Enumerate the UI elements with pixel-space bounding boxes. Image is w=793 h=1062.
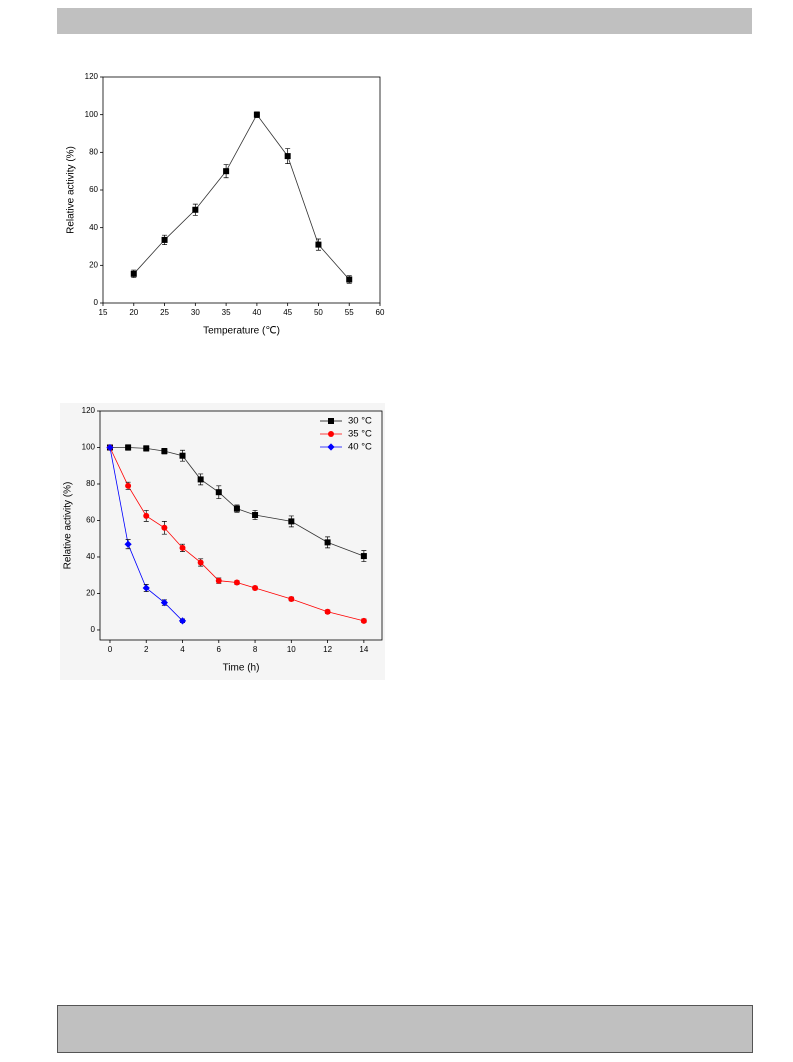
marker <box>178 617 187 625</box>
plot-frame <box>99 410 383 641</box>
x-tick-label: 35 <box>222 308 231 317</box>
x-tick-label: 55 <box>345 308 354 317</box>
y-tick-label: 100 <box>85 110 99 119</box>
y-tick-label: 100 <box>82 443 96 452</box>
x-axis-title: Time (h) <box>223 663 260 674</box>
marker <box>161 236 168 243</box>
marker <box>179 452 186 459</box>
x-axis-title: Temperature (℃) <box>203 326 280 337</box>
series-line <box>133 113 350 280</box>
y-tick-label: 0 <box>91 625 96 634</box>
marker <box>315 241 322 248</box>
y-tick-label: 40 <box>89 223 98 232</box>
y-axis-title: Relative activity (%) <box>63 482 74 570</box>
x-tick-label: 20 <box>129 308 138 317</box>
legend-label: 35 °C <box>348 429 372 440</box>
marker <box>324 539 331 546</box>
x-tick-label: 40 <box>252 308 261 317</box>
marker <box>160 598 168 607</box>
marker <box>125 482 132 489</box>
x-tick-label: 0 <box>108 645 113 654</box>
marker <box>284 153 291 160</box>
x-tick-label: 30 <box>191 308 200 317</box>
legend-label: 40 °C <box>348 442 372 453</box>
marker <box>233 505 240 512</box>
series-line <box>109 447 364 622</box>
marker <box>179 544 186 551</box>
y-axis-title: Relative activity (%) <box>66 146 77 234</box>
marker <box>223 168 230 175</box>
marker <box>161 524 168 531</box>
marker <box>328 418 334 424</box>
x-tick-label: 6 <box>217 645 222 654</box>
marker <box>215 489 222 496</box>
y-tick-label: 40 <box>86 552 95 561</box>
marker <box>142 584 150 592</box>
marker <box>143 445 150 452</box>
marker <box>328 431 334 437</box>
x-tick-label: 8 <box>253 645 258 654</box>
y-tick-label: 80 <box>89 147 98 156</box>
marker <box>125 444 132 451</box>
footer-bar <box>57 1005 753 1053</box>
marker <box>161 448 168 455</box>
marker <box>215 577 222 584</box>
marker <box>360 553 367 560</box>
y-tick-label: 120 <box>82 406 96 415</box>
marker <box>106 443 114 452</box>
marker <box>197 476 204 483</box>
x-tick-label: 15 <box>99 308 108 317</box>
y-tick-label: 120 <box>85 72 99 81</box>
x-tick-label: 2 <box>144 645 149 654</box>
series-line <box>109 447 365 557</box>
marker <box>288 518 295 525</box>
x-tick-label: 50 <box>314 308 323 317</box>
x-tick-label: 14 <box>359 645 368 654</box>
plot-frame <box>102 76 381 304</box>
y-tick-label: 60 <box>86 516 95 525</box>
y-tick-label: 20 <box>89 260 98 269</box>
marker <box>252 512 259 519</box>
marker <box>252 584 259 591</box>
marker <box>253 111 260 118</box>
y-tick-label: 0 <box>94 298 99 307</box>
marker <box>143 512 150 519</box>
x-tick-label: 10 <box>287 645 296 654</box>
x-tick-label: 45 <box>283 308 292 317</box>
header-bar <box>57 8 752 34</box>
marker <box>324 608 331 615</box>
marker <box>288 595 295 602</box>
marker <box>346 276 353 283</box>
marker <box>124 540 132 548</box>
x-tick-label: 60 <box>376 308 385 317</box>
x-tick-label: 12 <box>323 645 332 654</box>
marker <box>233 579 240 586</box>
legend-label: 30 °C <box>348 416 372 427</box>
y-tick-label: 60 <box>89 185 98 194</box>
marker <box>327 443 335 451</box>
marker <box>360 617 367 624</box>
marker <box>130 270 137 277</box>
x-tick-label: 25 <box>160 308 169 317</box>
marker <box>192 206 199 213</box>
marker <box>197 559 204 566</box>
x-tick-label: 4 <box>180 645 185 654</box>
y-tick-label: 80 <box>86 479 95 488</box>
y-tick-label: 20 <box>86 589 95 598</box>
